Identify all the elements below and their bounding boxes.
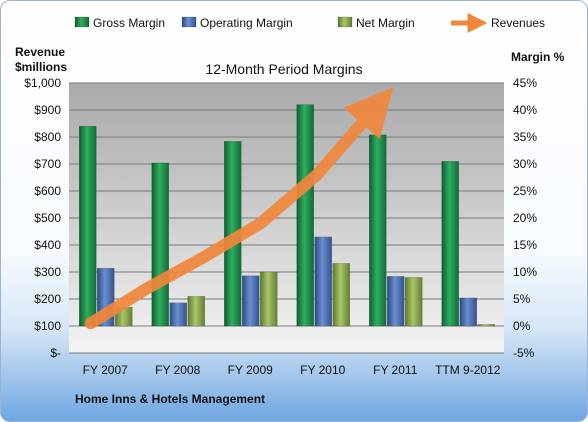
bar-net-margin: [477, 324, 495, 327]
bar-net-margin: [332, 263, 350, 327]
right-tick-label: 5%: [513, 292, 531, 306]
bar-gross-margin: [151, 162, 169, 327]
bar-gross-margin: [296, 104, 314, 327]
left-tick-label: $700: [34, 157, 61, 171]
category-label: FY 2007: [83, 363, 128, 377]
legend-label: Gross Margin: [93, 16, 165, 30]
legend-swatch: [337, 16, 353, 28]
right-tick-label: 10%: [513, 265, 537, 279]
right-axis-title: Margin %: [511, 50, 565, 64]
bar-gross-margin: [79, 125, 97, 327]
right-tick-label: 30%: [513, 157, 537, 171]
revenues-line: [84, 87, 394, 330]
legend-label: Net Margin: [356, 16, 415, 30]
bar-operating-margin: [387, 276, 405, 327]
legend-swatch: [181, 16, 197, 28]
company-name: Home Inns & Hotels Management: [75, 392, 265, 406]
legend-label: Revenues: [491, 16, 545, 30]
category-label: FY 2010: [300, 363, 345, 377]
bar-net-margin: [187, 296, 205, 327]
bar-operating-margin: [169, 302, 187, 327]
left-tick-label: $300: [34, 265, 61, 279]
bar-gross-margin: [441, 161, 459, 327]
chart-title: 12-Month Period Margins: [205, 61, 362, 77]
right-tick-label: 20%: [513, 211, 537, 225]
right-tick-label: 25%: [513, 184, 537, 198]
left-tick-label: $500: [34, 211, 61, 225]
left-axis-title: Revenue: [15, 45, 65, 59]
left-tick-label: $600: [34, 184, 61, 198]
bar-operating-margin: [242, 275, 260, 327]
bar-operating-margin: [314, 236, 332, 327]
bar-gross-margin: [369, 134, 387, 327]
legend-label: Operating Margin: [200, 16, 293, 30]
category-label: TTM 9-2012: [435, 363, 501, 377]
left-tick-label: $100: [34, 319, 61, 333]
left-axis-title: $millions: [15, 60, 67, 74]
left-tick-label: $900: [34, 103, 61, 117]
left-tick-label: $200: [34, 292, 61, 306]
bar-operating-margin: [459, 297, 477, 327]
legend-swatch: [74, 16, 90, 28]
right-tick-label: 15%: [513, 238, 537, 252]
right-tick-label: 0%: [513, 319, 531, 333]
right-tick-label: 40%: [513, 103, 537, 117]
category-label: FY 2011: [373, 363, 418, 377]
right-tick-label: 35%: [513, 130, 537, 144]
bar-net-margin: [405, 277, 423, 327]
left-tick-label: $-: [50, 346, 61, 360]
category-label: FY 2009: [228, 363, 273, 377]
left-tick-label: $800: [34, 130, 61, 144]
category-label: FY 2008: [155, 363, 200, 377]
left-tick-label: $1,000: [24, 76, 61, 90]
right-tick-label: -5%: [513, 346, 535, 360]
right-tick-label: 45%: [513, 76, 537, 90]
left-tick-label: $400: [34, 238, 61, 252]
bar-net-margin: [260, 271, 278, 327]
